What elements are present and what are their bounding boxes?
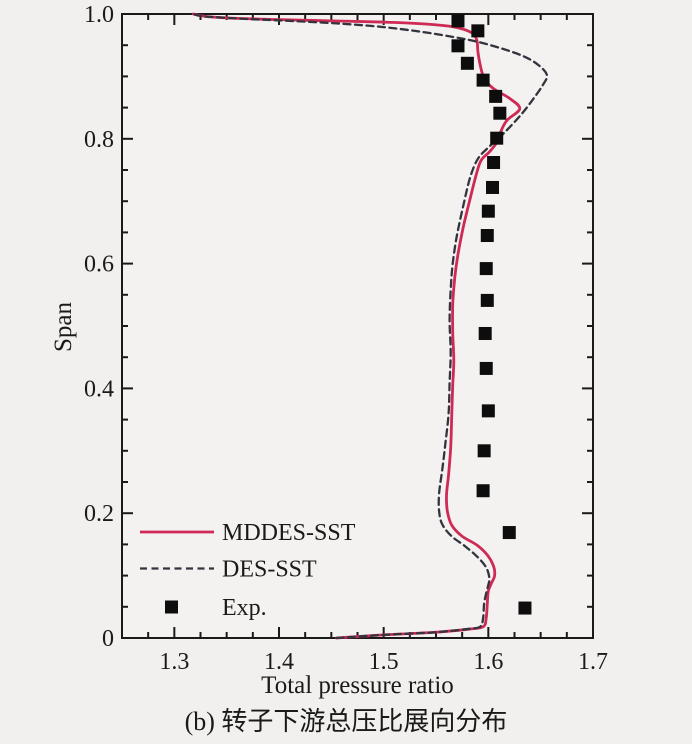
chart-legend: MDDES-SST DES-SST Exp. bbox=[140, 520, 356, 621]
x-tick-label: 1.6 bbox=[473, 649, 503, 675]
exp-data-marker bbox=[481, 204, 495, 218]
y-tick-labels: 0 0.2 0.4 0.6 0.8 1.0 bbox=[84, 2, 114, 652]
exp-data-marker bbox=[478, 326, 492, 340]
y-tick-label: 0.8 bbox=[84, 127, 114, 153]
exp-data-marker bbox=[451, 39, 465, 53]
series-exp- bbox=[451, 14, 532, 615]
plot-area bbox=[121, 13, 594, 639]
exp-data-marker bbox=[489, 89, 503, 103]
y-tick-label: 0 bbox=[102, 626, 114, 652]
exp-data-marker bbox=[518, 601, 532, 615]
exp-data-marker bbox=[490, 131, 504, 145]
exp-data-marker bbox=[476, 484, 490, 498]
exp-data-marker bbox=[493, 106, 507, 120]
exp-data-marker bbox=[502, 526, 516, 540]
legend-label: Exp. bbox=[222, 595, 267, 621]
y-tick-label: 0.6 bbox=[84, 252, 114, 278]
series-des-sst bbox=[192, 12, 549, 640]
y-tick-label: 0.2 bbox=[84, 501, 114, 527]
exp-data-marker bbox=[479, 262, 493, 276]
x-tick-label: 1.7 bbox=[578, 649, 608, 675]
exp-data-marker bbox=[471, 24, 485, 38]
exp-data-marker bbox=[486, 180, 500, 194]
x-tick-label: 1.3 bbox=[159, 649, 189, 675]
legend-label: MDDES-SST bbox=[222, 520, 356, 546]
exp-data-marker bbox=[460, 56, 474, 70]
exp-data-marker bbox=[487, 156, 501, 170]
exp-data-marker bbox=[477, 444, 491, 458]
exp-data-marker bbox=[480, 293, 494, 307]
exp-data-marker bbox=[476, 73, 490, 87]
x-tick-label: 1.5 bbox=[369, 649, 399, 675]
y-tick-label: 0.4 bbox=[84, 376, 114, 402]
x-tick-label: 1.4 bbox=[264, 649, 294, 675]
x-tick-labels: 1.3 1.4 1.5 1.6 1.7 bbox=[159, 649, 608, 675]
exp-data-marker bbox=[480, 229, 494, 243]
legend-sample-square-marker bbox=[165, 600, 178, 614]
exp-data-marker bbox=[451, 14, 465, 28]
exp-data-marker bbox=[481, 404, 495, 418]
y-tick-label: 1.0 bbox=[84, 2, 114, 28]
x-axis-title: Total pressure ratio bbox=[261, 672, 454, 699]
y-axis-title: Span bbox=[50, 302, 77, 352]
exp-data-marker bbox=[479, 361, 493, 375]
figure-caption: (b) 转子下游总压比展向分布 bbox=[184, 707, 508, 736]
legend-label: DES-SST bbox=[222, 557, 317, 583]
